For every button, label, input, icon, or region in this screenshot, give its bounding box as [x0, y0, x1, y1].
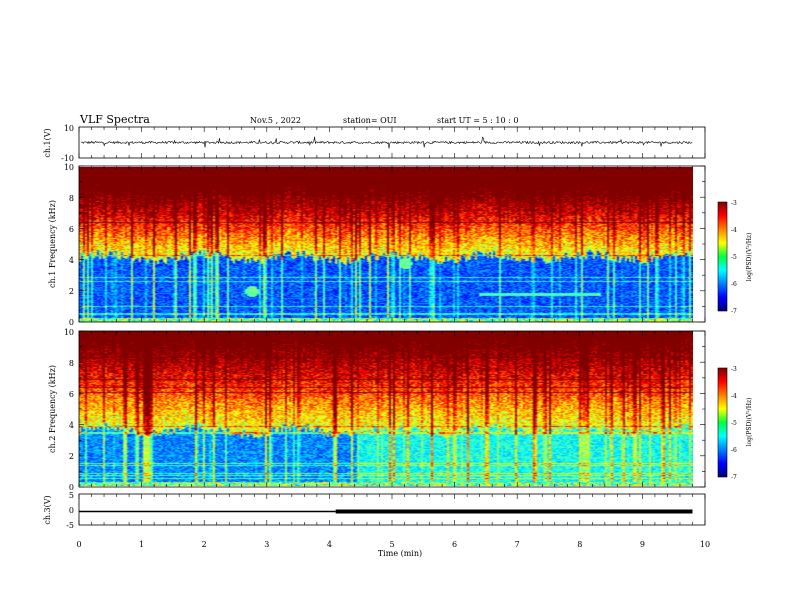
cb1-tick: -5	[731, 254, 737, 261]
cb2-tick: -7	[731, 474, 737, 481]
x-tick-label: 9	[640, 540, 645, 549]
ch3-ytick: -5	[66, 521, 74, 530]
spec1-ylabel: ch.1 Frequency (kHz)	[48, 200, 57, 288]
spec1-ytick: 10	[64, 163, 74, 172]
spec2-ytick: 2	[69, 452, 74, 461]
x-tick-label: 6	[452, 540, 457, 549]
ch3-ytick: 0	[69, 506, 74, 515]
header-date: Nov.5 , 2022	[250, 116, 301, 125]
tick-marks	[78, 127, 706, 525]
spectrogram-ch2-image	[79, 331, 693, 486]
spec1-ytick: 0	[69, 318, 74, 327]
cb2-tick: -6	[731, 447, 737, 454]
spec1-ytick: 8	[69, 194, 74, 203]
cb1-tick: -6	[731, 281, 737, 288]
ch3-ytick: 5	[69, 491, 74, 500]
spec2-ytick: 0	[69, 483, 74, 492]
x-tick-label: 2	[202, 540, 207, 549]
spec2-ytick: 4	[69, 421, 74, 430]
spec2-yticks: 0 2 4 6 8 10	[64, 328, 74, 492]
colorbar-ch2-ticks: -3 -4 -5 -6 -7	[731, 366, 737, 481]
spec2-ytick: 6	[69, 390, 74, 399]
x-tick-label: 5	[389, 540, 394, 549]
cb1-tick: -7	[731, 308, 737, 315]
x-axis-label: Time (min)	[378, 549, 422, 558]
x-tick-label: 0	[76, 540, 81, 549]
wave-ylabel: ch.1(V)	[43, 128, 52, 157]
header-station: station= OUI	[343, 116, 397, 125]
header-start-ut: start UT = 5 : 10 : 0	[437, 116, 518, 125]
cb1-tick: -4	[731, 227, 737, 234]
spectrogram-ch1-image	[79, 167, 693, 322]
spec1-ytick: 4	[69, 256, 74, 265]
colorbar-ch2-label: log(PSD)(V²/Hz)	[746, 398, 753, 447]
x-tick-label: 4	[327, 540, 332, 549]
x-tick-label: 7	[515, 540, 520, 549]
spec2-ytick: 10	[64, 328, 74, 337]
ch3-ylabel: ch.3(V)	[43, 495, 52, 524]
spec1-ytick: 2	[69, 287, 74, 296]
x-tick-label: 3	[264, 540, 269, 549]
x-tick-labels: 0 1 2 3 4 5 6 7 8 9 10	[76, 540, 710, 549]
cb1-tick: -3	[731, 200, 737, 207]
cb2-tick: -4	[731, 393, 737, 400]
x-tick-label: 1	[139, 540, 144, 549]
axis-tick-path	[78, 127, 706, 525]
wave-ytick-bottom: -10	[61, 154, 74, 163]
spec1-yticks: 0 2 4 6 8 10	[64, 163, 74, 327]
ch1-waveform-trace	[80, 136, 693, 149]
spec1-ytick: 6	[69, 225, 74, 234]
x-tick-label: 8	[577, 540, 582, 549]
x-tick-label: 10	[700, 540, 710, 549]
colorbar-ch1-ticks: -3 -4 -5 -6 -7	[731, 200, 737, 315]
cb2-tick: -5	[731, 420, 737, 427]
colorbar-ch1	[717, 201, 728, 312]
colorbar-ch1-label: log(PSD)(V²/Hz)	[746, 233, 753, 282]
colorbar-ch2	[717, 367, 728, 478]
figure-title: VLF Spectra	[79, 113, 150, 126]
spec2-ytick: 8	[69, 359, 74, 368]
wave-ytick-top: 10	[64, 124, 74, 133]
spec2-ylabel: ch.2 Frequency (kHz)	[48, 365, 57, 453]
cb2-tick: -3	[731, 366, 737, 373]
